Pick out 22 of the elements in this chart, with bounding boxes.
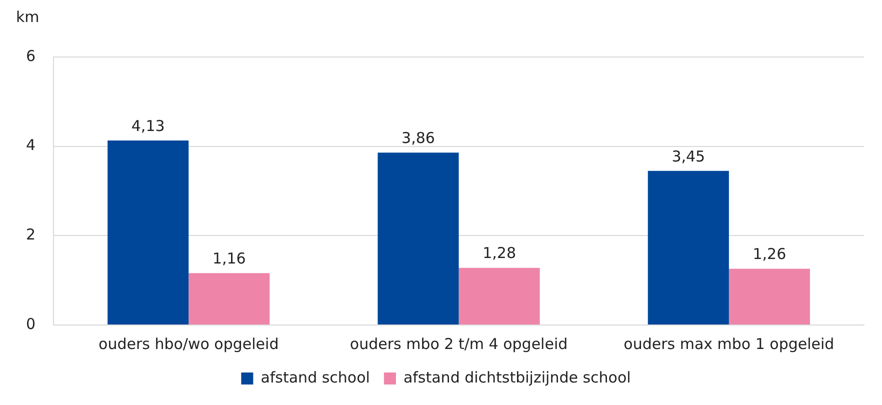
- y-tick-label: 2: [26, 226, 36, 244]
- y-tick-label: 6: [26, 46, 36, 65]
- data-label: 4,13: [131, 116, 165, 135]
- x-tick-label: ouders hbo/wo opgeleid: [98, 334, 279, 353]
- data-label: 3,45: [672, 147, 706, 166]
- data-label: 1,26: [752, 245, 786, 264]
- data-label: 3,86: [402, 128, 435, 147]
- x-tick-label: ouders max mbo 1 opgeleid: [624, 334, 834, 353]
- bar: [458, 268, 540, 324]
- bar: [188, 273, 270, 324]
- data-label: 1,16: [212, 250, 246, 268]
- legend-label: afstand school: [260, 368, 370, 386]
- data-label: 1,28: [482, 244, 516, 262]
- bar: [378, 152, 459, 324]
- bar: [108, 140, 189, 324]
- y-tick-label: 4: [26, 136, 36, 154]
- y-tick-label: 0: [26, 314, 36, 333]
- y-axis-title: km: [15, 8, 40, 28]
- x-tick-label: ouders mbo 2 t/m 4 opgeleid: [350, 334, 568, 353]
- bar: [648, 170, 729, 324]
- legend-label: afstand dichtstbijzijnde school: [403, 368, 631, 386]
- bar: [728, 268, 810, 324]
